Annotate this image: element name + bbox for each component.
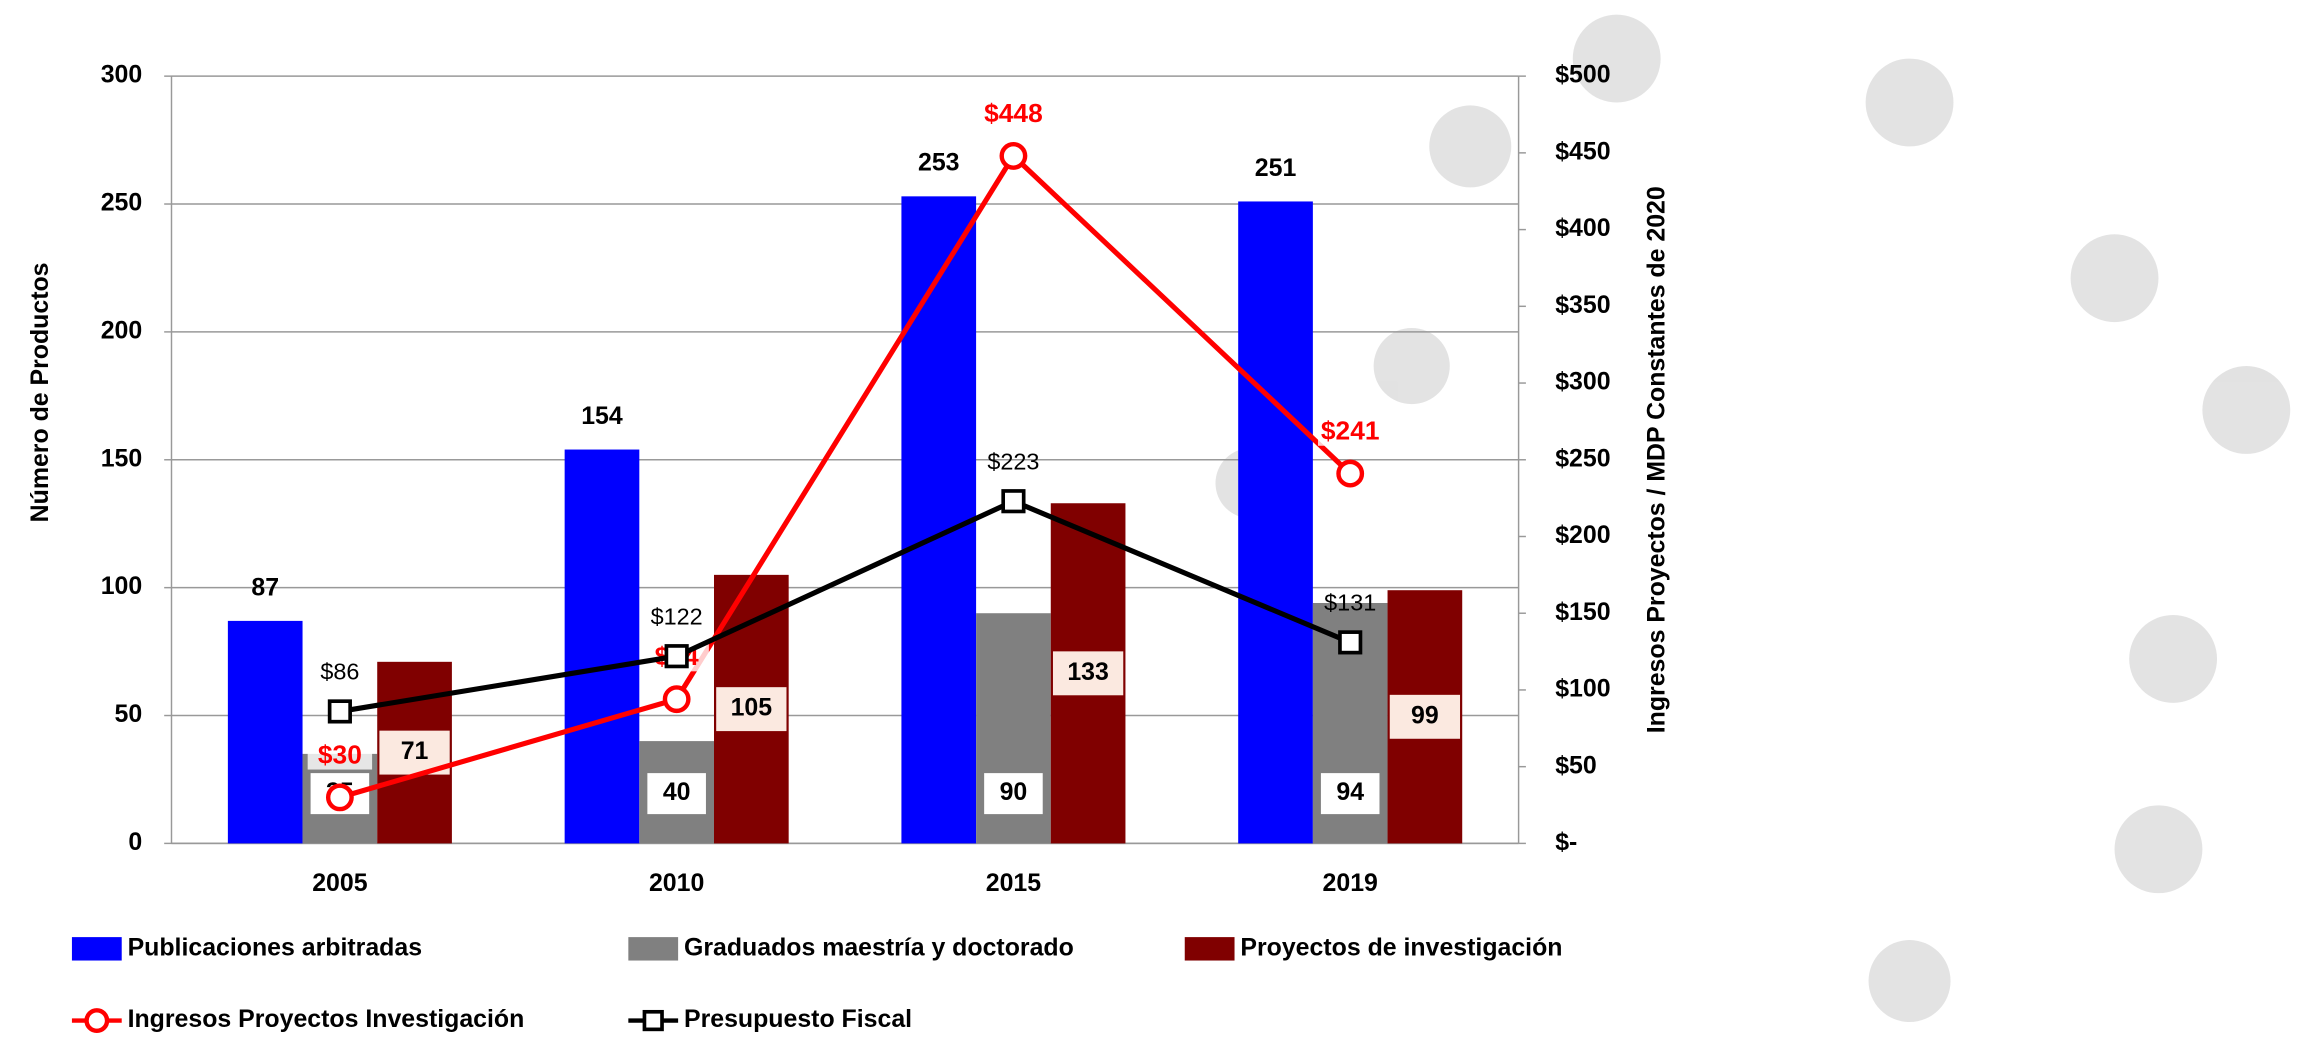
y-axis-title: Número de Productos (26, 262, 54, 522)
legend-label: Publicaciones arbitradas (128, 933, 422, 961)
y-tick-label: 100 (101, 572, 143, 600)
y2-tick-label: $200 (1555, 521, 1610, 549)
bar (228, 621, 303, 844)
y2-tick-label: $300 (1555, 368, 1610, 396)
data-label: 251 (1255, 154, 1297, 182)
legend-swatch (1185, 937, 1235, 960)
data-label: 253 (918, 149, 960, 177)
data-label: $448 (984, 98, 1043, 128)
x-tick-label: 2005 (312, 869, 368, 897)
marker (330, 701, 350, 721)
data-label: 71 (401, 737, 429, 765)
data-label: 90 (1000, 778, 1028, 806)
data-label: $223 (987, 448, 1039, 474)
y2-axis-title: Ingresos Proyectos / MDP Constantes de 2… (1642, 186, 1670, 733)
chart: Número de Productos Ingresos Proyectos /… (0, 0, 2308, 1044)
marker (328, 786, 351, 809)
bar (1238, 201, 1313, 843)
y2-tick-label: $250 (1555, 444, 1610, 472)
y-tick-label: 0 (128, 828, 142, 856)
y2-tick-label: $100 (1555, 675, 1610, 703)
data-label: 40 (663, 778, 691, 806)
legend-swatch (628, 937, 678, 960)
y-tick-label: 50 (115, 700, 143, 728)
legend-label: Proyectos de investigación (1240, 933, 1562, 961)
data-label: 87 (251, 573, 279, 601)
legend-marker (644, 1012, 662, 1030)
marker (1338, 462, 1361, 485)
legend-label: Graduados maestría y doctorado (684, 933, 1074, 961)
marker (1003, 491, 1023, 511)
data-label: $30 (318, 739, 362, 769)
legend-label: Ingresos Proyectos Investigación (128, 1005, 525, 1033)
data-label: $122 (651, 603, 703, 629)
y2-tick-label: $400 (1555, 214, 1610, 242)
data-label: 99 (1411, 701, 1439, 729)
y-tick-label: 300 (101, 61, 143, 89)
bar (565, 450, 640, 844)
legend-label: Presupuesto Fiscal (684, 1005, 912, 1033)
y-tick-label: 150 (101, 444, 143, 472)
legend-swatch (72, 937, 122, 960)
line (340, 156, 1350, 797)
marker (666, 646, 686, 666)
y2-tick-label: $- (1555, 828, 1577, 856)
y2-tick-label: $150 (1555, 598, 1610, 626)
y2-tick-label: $50 (1555, 751, 1597, 779)
marker (665, 687, 688, 710)
data-label: 94 (1336, 778, 1364, 806)
y2-tick-label: $350 (1555, 291, 1610, 319)
x-tick-label: 2019 (1323, 869, 1378, 897)
bar (901, 196, 976, 843)
x-tick-label: 2015 (986, 869, 1042, 897)
y2-tick-label: $500 (1555, 61, 1610, 89)
marker (1340, 632, 1360, 652)
x-tick-label: 2010 (649, 869, 704, 897)
data-label: $86 (320, 659, 359, 685)
data-label: 133 (1067, 658, 1109, 686)
data-label: 105 (731, 694, 773, 722)
data-label: 154 (581, 402, 623, 430)
legend-marker (87, 1010, 107, 1030)
y-tick-label: 250 (101, 189, 143, 217)
line (340, 501, 1350, 711)
marker (1002, 144, 1025, 167)
y2-tick-label: $450 (1555, 137, 1610, 165)
data-label: $241 (1321, 416, 1380, 446)
data-label: $131 (1324, 589, 1376, 615)
y-tick-label: 200 (101, 316, 143, 344)
